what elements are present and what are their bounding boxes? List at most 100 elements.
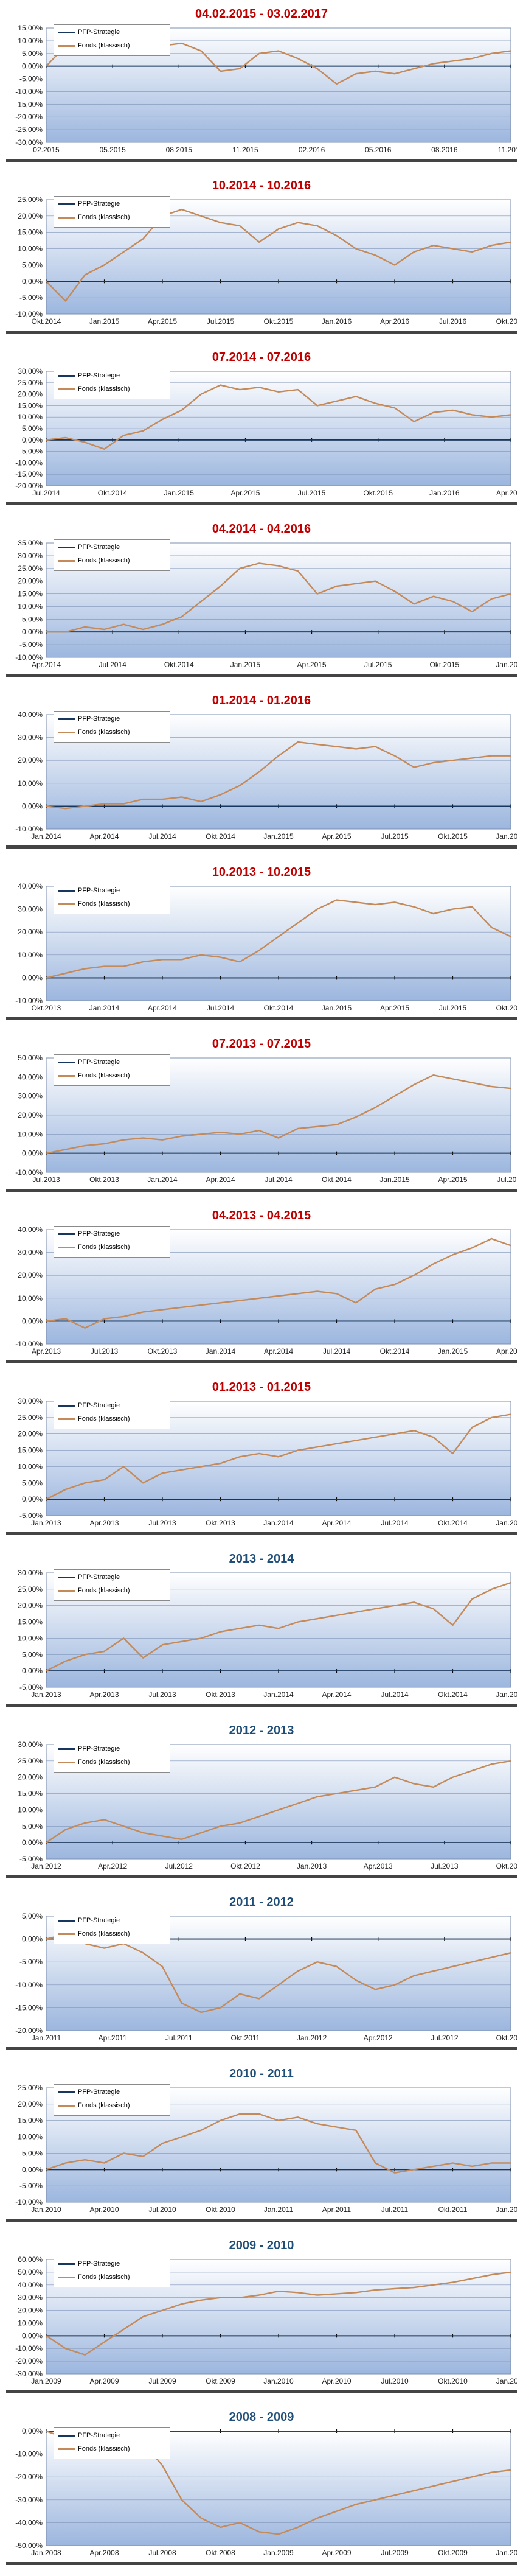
legend-entry-strategy: PFP-Strategie [58,1572,120,1582]
legend-label: Fonds (klassisch) [78,1587,130,1594]
y-tick-label: -15,00% [15,100,43,108]
y-tick-label: -5,00% [19,1855,43,1863]
x-tick-label: Jul.2014 [381,1519,409,1527]
chart-legend: PFP-Strategie Fonds (klassisch) [54,368,170,399]
x-tick-label: 11.2015 [232,145,258,154]
y-tick-label: 10,00% [18,413,43,421]
legend-entry-strategy: PFP-Strategie [58,1057,120,1067]
y-tick-label: -10,00% [15,310,43,318]
y-tick-label: -15,00% [15,2003,43,2012]
x-tick-label: Jan.2014 [263,1690,294,1699]
x-tick-label: Okt.2011 [438,2205,468,2214]
y-tick-label: 0,00% [22,1495,43,1503]
y-tick-label: 30,00% [18,2294,43,2302]
chart-panel: 2012 - 2013 30,00% 25,00% 20,00% 15,00% 10,00… [6,1719,517,1878]
x-tick-label: 05.2015 [99,145,126,154]
legend-entry-fund: Fonds (klassisch) [58,2272,130,2282]
y-tick-label: 0,00% [22,2165,43,2174]
x-tick-label: Apr.2015 [230,489,260,497]
x-tick-label: 11.2016 [498,145,517,154]
x-tick-label: Jan.2012 [496,2205,517,2214]
y-tick-label: -5,00% [19,1511,43,1520]
legend-label: Fonds (klassisch) [78,729,130,736]
y-tick-label: 0,00% [22,2331,43,2340]
x-tick-label: Jul.2013 [91,1347,119,1356]
x-tick-label: Jan.2010 [496,2549,517,2557]
legend-entry-fund: Fonds (klassisch) [58,1414,130,1424]
x-tick-label: Apr.2013 [32,1347,61,1356]
x-tick-label: Jan.2015 [89,317,120,326]
chart-title: 04.2013 - 04.2015 [212,1209,311,1222]
x-tick-label: Okt.2012 [496,2034,517,2042]
x-tick-label: Jan.2015 [438,1347,468,1356]
x-tick-label: Jan.2016 [496,660,517,669]
x-tick-label: Okt.2014 [98,489,128,497]
legend-swatch [58,546,75,548]
x-tick-label: Okt.2014 [164,660,194,669]
legend-entry-fund: Fonds (klassisch) [58,1586,130,1595]
chart-title: 2012 - 2013 [229,1724,294,1737]
y-tick-label: 10,00% [18,779,43,788]
x-tick-label: Okt.2012 [230,1862,260,1871]
x-tick-label: Apr.2015 [148,317,177,326]
legend-entry-fund: Fonds (klassisch) [58,41,130,51]
y-tick-label: 20,00% [18,1773,43,1782]
legend-label: Fonds (klassisch) [78,1415,130,1423]
y-tick-label: -5,00% [19,75,43,83]
x-tick-label: Jan.2015 [496,1519,517,1527]
legend-swatch [58,2263,75,2265]
legend-label: PFP-Strategie [78,1917,120,1924]
y-tick-label: -10,00% [15,996,43,1005]
legend-label: PFP-Strategie [78,2432,120,2439]
legend-swatch [58,1074,75,1077]
y-tick-label: 40,00% [18,1073,43,1081]
x-tick-label: Jul.2008 [148,2549,176,2557]
x-tick-label: Jul.2011 [381,2205,409,2214]
x-tick-label: Okt.2014 [32,317,61,326]
y-tick-label: -5,00% [19,640,43,649]
chart-panel: 2008 - 2009 0,00% -10,00% -20,00% -30,00% -40… [6,2406,517,2565]
y-tick-label: 5,00% [22,1479,43,1487]
chart-legend: PFP-Strategie Fonds (klassisch) [54,1054,170,1086]
y-tick-label: 0,00% [22,277,43,285]
y-tick-label: -5,00% [19,447,43,456]
chart-title: 04.2014 - 04.2016 [212,522,311,536]
legend-label: Fonds (klassisch) [78,2445,130,2452]
y-tick-label: 0,00% [22,1317,43,1325]
legend-swatch [58,203,75,205]
y-tick-label: -10,00% [15,2198,43,2207]
chart-title: 10.2013 - 10.2015 [212,866,311,879]
legend-entry-strategy: PFP-Strategie [58,714,120,724]
y-tick-label: 15,00% [18,590,43,598]
x-tick-label: Jan.2014 [206,1347,236,1356]
x-tick-label: Apr.2014 [322,1519,351,1527]
legend-swatch [58,718,75,720]
y-tick-label: -10,00% [15,2450,43,2459]
chart-panel: 2013 - 2014 30,00% 25,00% 20,00% 15,00% 10,00… [6,1547,517,1707]
x-tick-label: Okt.2015 [430,660,460,669]
y-tick-label: -5,00% [19,2182,43,2190]
y-tick-label: 20,00% [18,1111,43,1119]
legend-label: Fonds (klassisch) [78,1244,130,1251]
x-tick-label: Apr.2014 [89,832,119,841]
series-line-fund [46,741,511,810]
chart-panel: 2010 - 2011 25,00% 20,00% 15,00% 10,00% 5,00%… [6,2062,517,2222]
legend-swatch [58,1748,75,1750]
x-tick-label: Jan.2016 [322,317,352,326]
y-tick-label: 0,00% [22,628,43,636]
legend-label: Fonds (klassisch) [78,900,130,908]
y-tick-label: 20,00% [18,577,43,586]
x-tick-label: Okt.2013 [496,1862,517,1871]
chart-panel: 04.2014 - 04.2016 35,00% 30,00% 25,00% 20,00… [6,517,517,677]
y-tick-label: -10,00% [15,1981,43,1989]
legend-label: PFP-Strategie [78,1402,120,1409]
y-tick-label: 10,00% [18,1130,43,1138]
y-tick-label: -20,00% [15,481,43,490]
x-tick-label: Jan.2014 [147,1175,178,1184]
y-tick-label: 20,00% [18,2100,43,2109]
x-tick-label: Jul.2016 [439,317,467,326]
y-tick-label: 10,00% [18,602,43,611]
chart-plot: 40,00%30,00%20,00%10,00%0,00%-10,00%Okt.… [15,883,517,1012]
x-tick-label: Jul.2011 [165,2034,193,2042]
x-tick-label: Okt.2010 [438,2377,468,2385]
